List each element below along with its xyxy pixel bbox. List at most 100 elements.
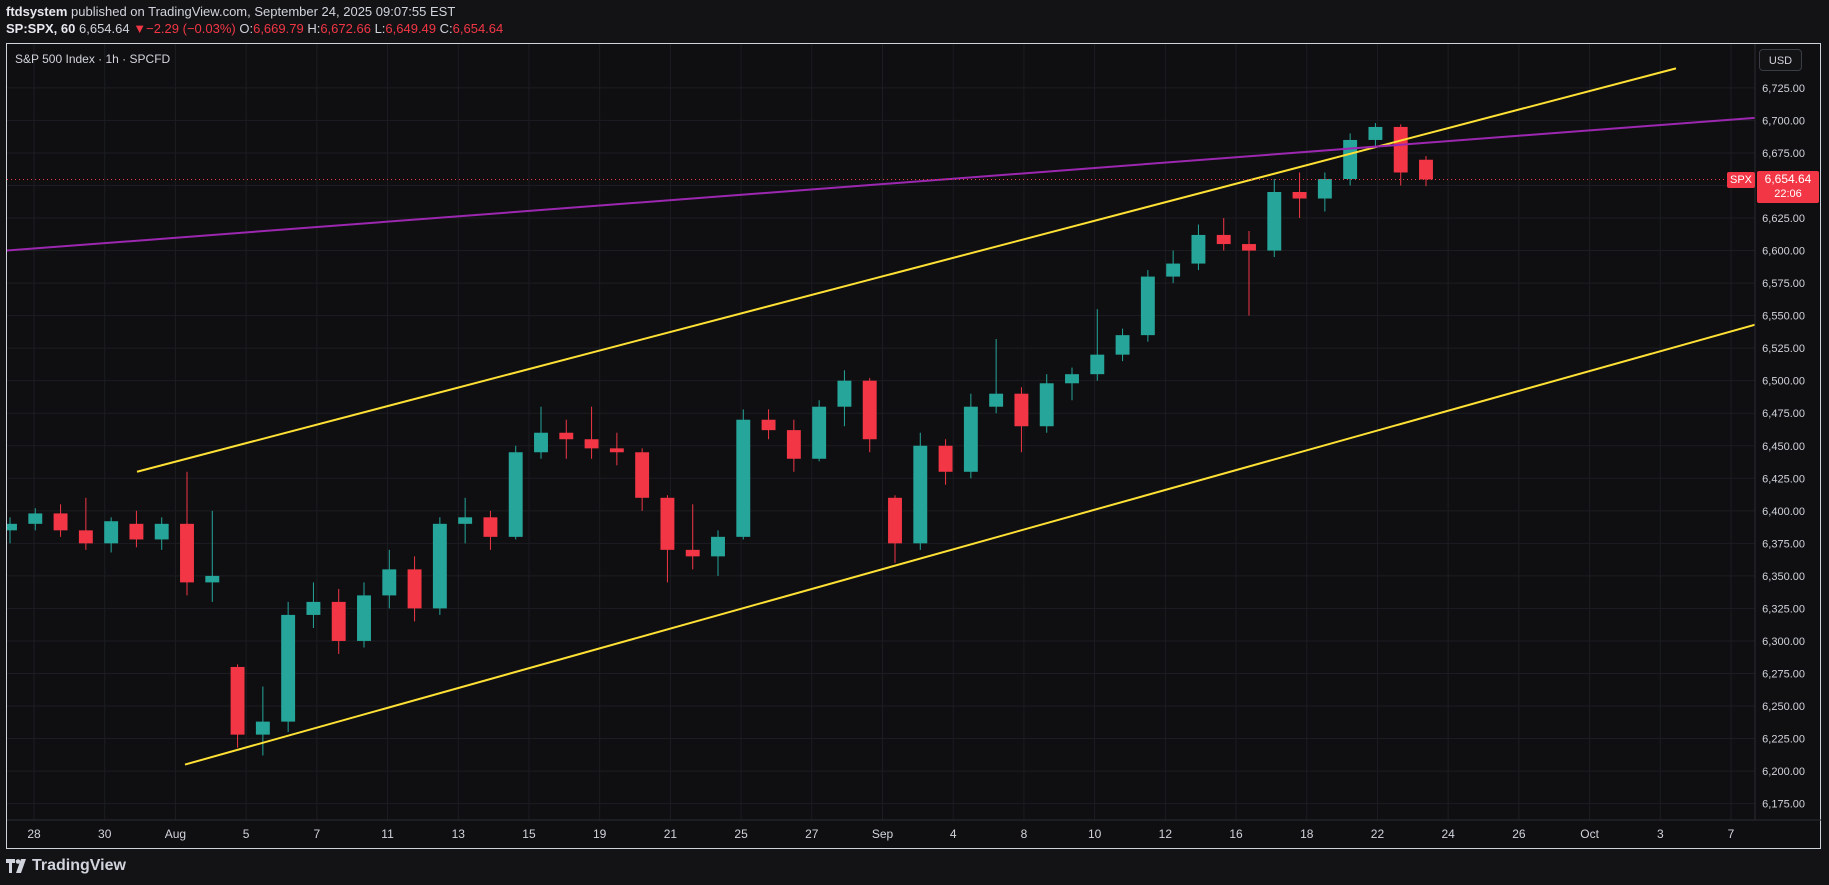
candle-body [1368,126,1383,140]
candle-body [1065,374,1079,384]
y-tick-label: 6,250.00 [1762,701,1805,713]
candle-body [28,513,43,524]
candle-body [129,523,144,540]
x-tick-label: Oct [1580,827,1599,841]
purple-trendline [7,116,1755,252]
candles-group [7,67,1755,766]
candle-body [1267,192,1282,251]
candle-body [180,523,194,583]
candle-body [862,380,877,440]
y-tick-label: 6,450.00 [1762,441,1805,453]
x-tick-label: 21 [664,827,678,841]
candle-body [53,513,68,531]
candle-body [685,549,700,557]
candle-body [837,380,852,407]
y-tick-label: 6,600.00 [1762,246,1805,258]
candle-body [331,601,346,641]
x-tick-label: 26 [1512,827,1526,841]
candle-body [306,601,321,615]
last-price-tag-value: 6,654.64 [1764,172,1812,186]
candle-body [104,521,119,544]
x-tick-label: 5 [243,827,250,841]
x-tick-label: 11 [381,827,394,841]
y-tick-label: 6,475.00 [1762,408,1805,420]
y-tick-label: 6,200.00 [1762,766,1805,778]
candle-body [736,419,751,537]
candle-body [938,445,953,472]
candle-body [559,432,574,440]
y-tick-label: 6,575.00 [1762,278,1805,290]
candle-body [711,536,725,557]
candle-body [407,569,422,609]
x-tick-label: 8 [1021,827,1028,841]
candle-body [483,517,498,537]
candle-body [534,432,548,453]
candle-body [635,452,650,498]
chart-legend: S&P 500 Index · 1h · SPCFD [15,52,171,66]
y-tick-label: 6,225.00 [1762,734,1805,746]
y-tick-label: 6,500.00 [1762,376,1805,388]
candle-body [205,575,220,583]
candle-body [357,595,371,641]
close-label: C: [439,21,453,36]
candle-body [154,523,169,540]
open-value: 6,669.79 [253,21,304,36]
y-tick-label: 6,525.00 [1762,343,1805,355]
x-tick-label: 18 [1300,827,1314,841]
candle-body [1166,263,1181,277]
y-tick-label: 6,700.00 [1762,115,1805,127]
low-value: 6,649.49 [385,21,437,36]
close-value: 6,654.64 [452,21,504,36]
candle-body [1292,192,1307,199]
candle-body [888,497,902,544]
high-label: H: [307,21,321,36]
y-tick-label: 6,425.00 [1762,473,1805,485]
candle-body [584,439,599,449]
candle-body [660,497,675,550]
symbol-label: SP:SPX, 60 [6,21,76,36]
x-tick-label: 28 [27,827,41,841]
candle-body [1115,335,1130,355]
change-value: −2.29 (−0.03%) [146,21,236,36]
x-tick-label: 4 [950,827,957,841]
candle-body [432,523,447,609]
candle-body [7,523,17,531]
symbol-price-tag: SPX [1727,172,1755,188]
x-tick-label: Sep [872,827,894,841]
candle-body [1039,383,1054,427]
publish-info: ftdsystem published on TradingView.com, … [6,4,455,20]
last-price-tag: 6,654.64 22:06 [1757,171,1819,203]
candle-body [1317,178,1332,199]
y-tick-label: 6,675.00 [1762,148,1805,160]
y-tick-label: 6,725.00 [1762,83,1805,95]
channel-lower-line [184,323,1755,766]
last-price: 6,654.64 [79,21,130,36]
candle-body [1242,244,1256,251]
currency-button[interactable]: USD [1759,49,1802,71]
candle-body [761,419,776,431]
candle-body [1090,354,1105,375]
y-tick-label: 6,625.00 [1762,213,1805,225]
x-tick-label: 30 [98,827,112,841]
candle-body [281,614,296,722]
low-label: L: [374,21,386,36]
x-tick-label: 27 [805,827,819,841]
footer-brand[interactable]: TradingView [6,857,126,875]
candle-body [1216,234,1231,245]
y-tick-label: 6,400.00 [1762,506,1805,518]
change-arrow-icon: ▼ [133,21,147,36]
candle-body [458,517,473,524]
x-tick-label: 22 [1371,827,1385,841]
y-tick-label: 6,550.00 [1762,311,1805,323]
y-tick-label: 6,375.00 [1762,538,1805,550]
x-tick-label: 24 [1441,827,1455,841]
x-tick-label: 19 [593,827,607,841]
x-tick-label: 15 [522,827,536,841]
open-label: O: [239,21,254,36]
publish-text: published on TradingView.com, September … [67,4,456,19]
candle-body [508,452,523,537]
x-tick-label: Aug [165,827,186,841]
y-tick-label: 6,350.00 [1762,571,1805,583]
publisher-name[interactable]: ftdsystem [6,4,68,19]
